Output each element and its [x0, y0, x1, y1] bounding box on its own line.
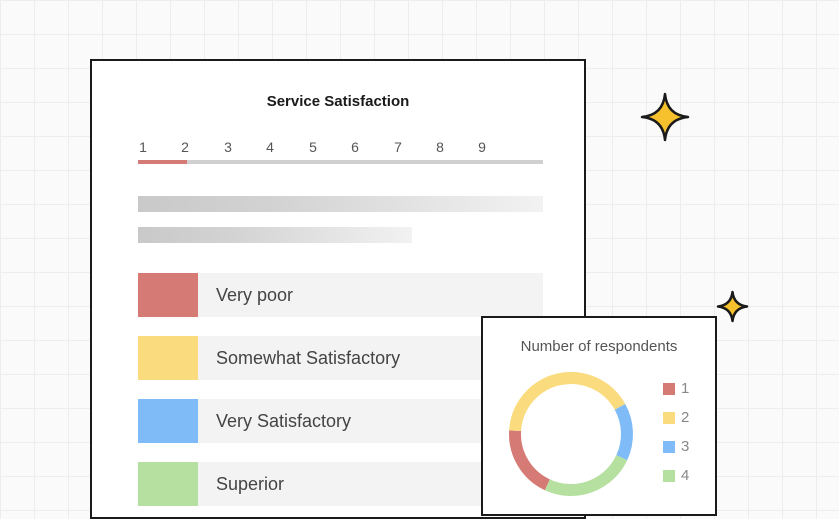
donut-slice-1 — [509, 430, 551, 491]
option-very-poor[interactable]: Very poor — [138, 273, 543, 317]
donut-slice-4 — [544, 454, 628, 496]
legend-swatch — [663, 441, 675, 453]
option-label: Superior — [216, 474, 285, 494]
survey-title: Service Satisfaction — [266, 93, 410, 110]
skeleton-line-short — [138, 227, 412, 243]
scale-step-6[interactable]: 6 — [351, 139, 359, 155]
scale-step-8[interactable]: 8 — [436, 139, 444, 155]
option-label: Very Satisfactory — [216, 411, 352, 431]
option-swatch — [138, 273, 198, 317]
sparkle-large-icon — [640, 92, 690, 147]
respondents-chart-card: Number of respondents 1 2 3 4 — [481, 316, 717, 516]
scale-step-1[interactable]: 1 — [139, 139, 147, 155]
scale-step-9[interactable]: 9 — [478, 139, 486, 155]
progress-fill — [138, 160, 187, 164]
scale-step-2[interactable]: 2 — [181, 139, 189, 155]
option-swatch — [138, 399, 198, 443]
skeleton-line-long — [138, 196, 543, 212]
option-somewhat-satisfactory[interactable]: Somewhat Satisfactory — [138, 336, 543, 380]
scale-step-7[interactable]: 7 — [394, 139, 402, 155]
donut-chart — [509, 372, 633, 496]
legend-label: 3 — [681, 438, 690, 455]
scale-step-4[interactable]: 4 — [266, 139, 274, 155]
progress-bar — [138, 160, 543, 164]
option-label: Somewhat Satisfactory — [216, 348, 401, 368]
donut-slice-2 — [509, 372, 626, 432]
scale-step-5[interactable]: 5 — [309, 139, 317, 155]
scale-step-3[interactable]: 3 — [224, 139, 232, 155]
legend-swatch — [663, 412, 675, 424]
option-label: Very poor — [216, 285, 294, 305]
option-swatch — [138, 336, 198, 380]
chart-title: Number of respondents — [520, 338, 678, 355]
survey-card: Service Satisfaction 1 2 3 4 5 6 7 8 9 V… — [90, 59, 586, 519]
option-very-satisfactory[interactable]: Very Satisfactory — [138, 399, 543, 443]
option-superior[interactable]: Superior — [138, 462, 543, 506]
legend-label: 1 — [681, 380, 690, 397]
legend-swatch — [663, 383, 675, 395]
option-swatch — [138, 462, 198, 506]
donut-slice-3 — [614, 403, 633, 461]
legend-label: 2 — [681, 409, 690, 426]
legend-swatch — [663, 470, 675, 482]
sparkle-small-icon — [716, 290, 749, 328]
legend-label: 4 — [681, 467, 690, 484]
